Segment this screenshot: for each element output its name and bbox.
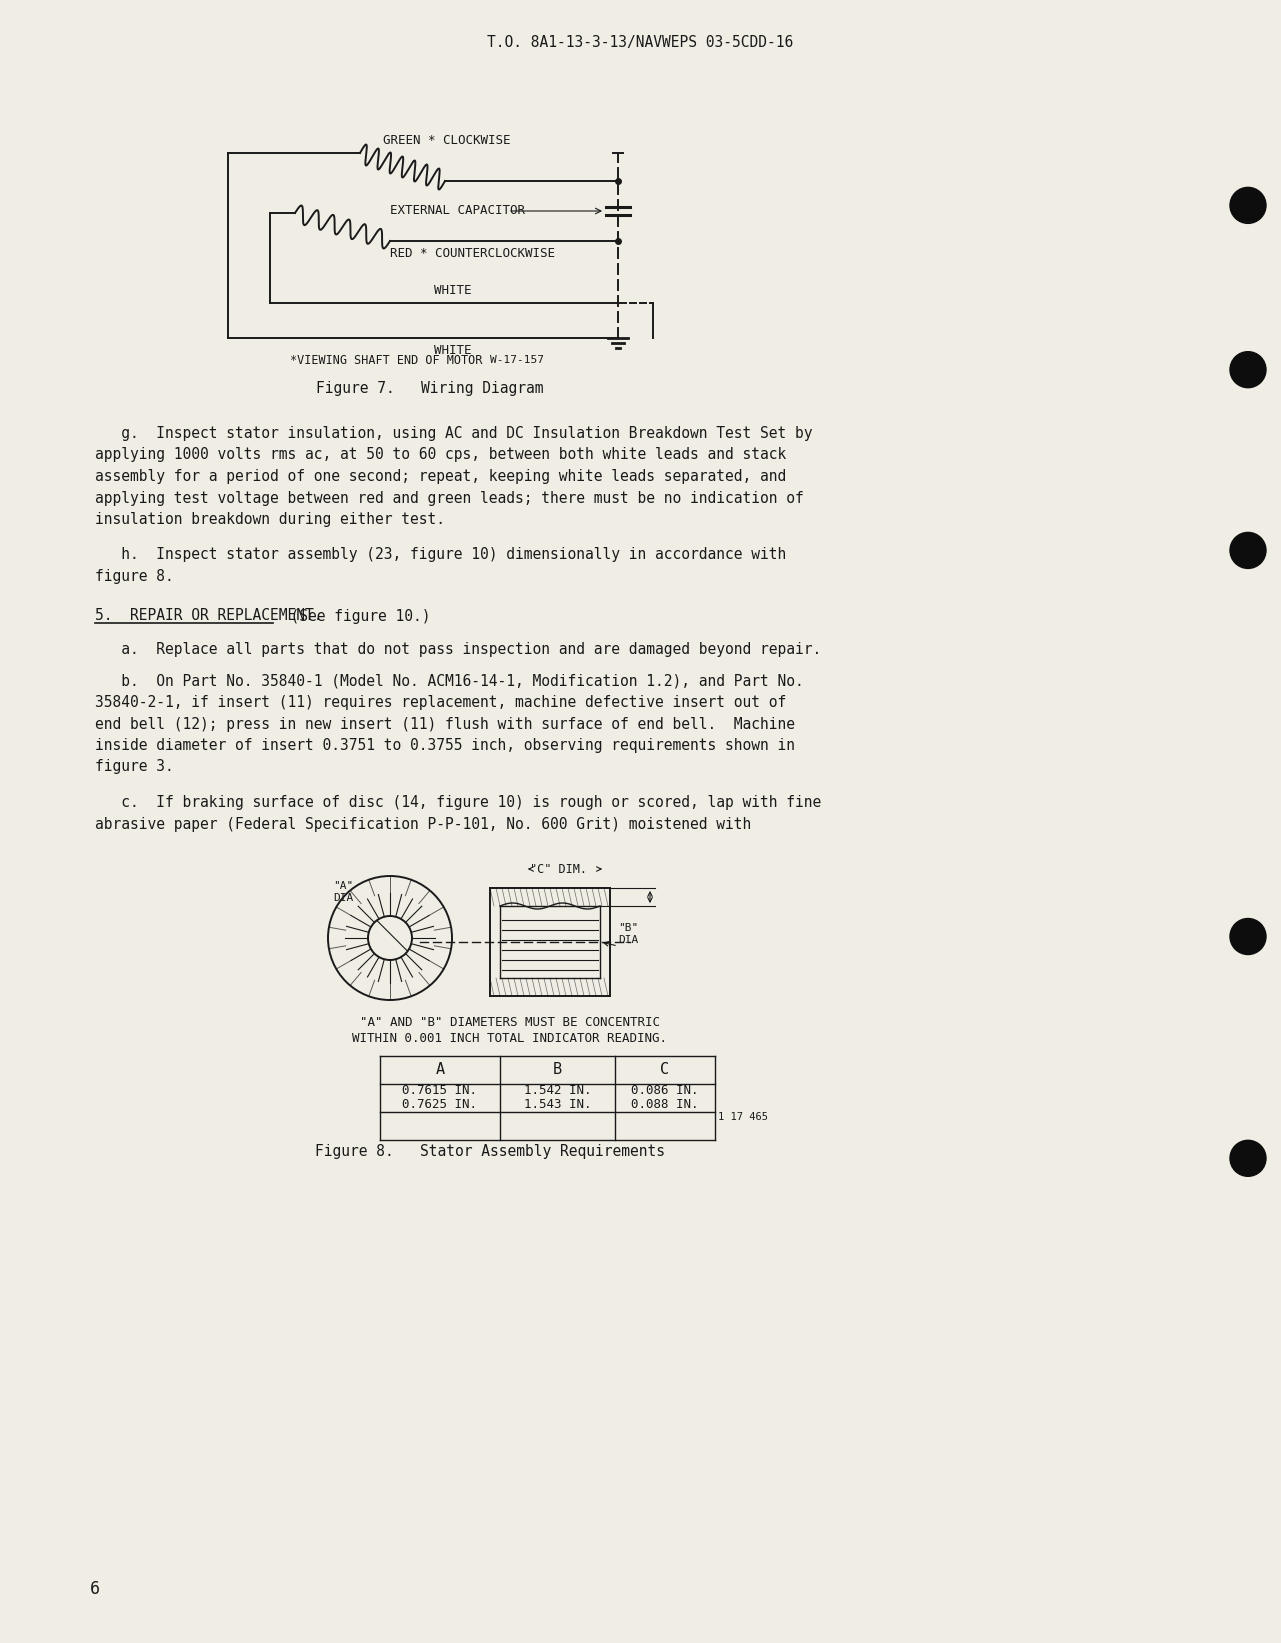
Text: 0.086 IN.: 0.086 IN. [632, 1084, 698, 1098]
Text: end bell (12); press in new insert (11) flush with surface of end bell.  Machine: end bell (12); press in new insert (11) … [95, 716, 796, 731]
Text: g.  Inspect stator insulation, using AC and DC Insulation Breakdown Test Set by: g. Inspect stator insulation, using AC a… [95, 426, 812, 440]
Circle shape [1230, 1140, 1266, 1176]
Text: assembly for a period of one second; repeat, keeping white leads separated, and: assembly for a period of one second; rep… [95, 468, 787, 485]
Text: figure 3.: figure 3. [95, 759, 174, 774]
Text: (See figure 10.): (See figure 10.) [273, 608, 430, 623]
Text: W-17-157: W-17-157 [491, 355, 544, 365]
Text: 5.  REPAIR OR REPLACEMENT.: 5. REPAIR OR REPLACEMENT. [95, 608, 323, 623]
Text: "B"
DIA: "B" DIA [617, 923, 638, 945]
Text: inside diameter of insert 0.3751 to 0.3755 inch, observing requirements shown in: inside diameter of insert 0.3751 to 0.37… [95, 738, 796, 752]
Circle shape [1230, 532, 1266, 568]
Text: "A" AND "B" DIAMETERS MUST BE CONCENTRIC: "A" AND "B" DIAMETERS MUST BE CONCENTRIC [360, 1015, 660, 1029]
Text: Figure 7.   Wiring Diagram: Figure 7. Wiring Diagram [316, 381, 543, 396]
Text: T.O. 8A1-13-3-13/NAVWEPS 03-5CDD-16: T.O. 8A1-13-3-13/NAVWEPS 03-5CDD-16 [487, 35, 793, 49]
Text: WHITE: WHITE [434, 284, 471, 297]
Text: C: C [661, 1063, 670, 1078]
Text: 0.088 IN.: 0.088 IN. [632, 1099, 698, 1112]
Text: RED * COUNTERCLOCKWISE: RED * COUNTERCLOCKWISE [389, 246, 555, 260]
Text: b.  On Part No. 35840-1 (Model No. ACM16-14-1, Modification 1.2), and Part No.: b. On Part No. 35840-1 (Model No. ACM16-… [95, 674, 803, 688]
Text: h.  Inspect stator assembly (23, figure 10) dimensionally in accordance with: h. Inspect stator assembly (23, figure 1… [95, 547, 787, 562]
Text: *VIEWING SHAFT END OF MOTOR: *VIEWING SHAFT END OF MOTOR [290, 353, 483, 366]
Text: "C" DIM.: "C" DIM. [530, 863, 587, 876]
Text: Figure 8.   Stator Assembly Requirements: Figure 8. Stator Assembly Requirements [315, 1144, 665, 1158]
Text: applying test voltage between red and green leads; there must be no indication o: applying test voltage between red and gr… [95, 491, 803, 506]
Text: WHITE: WHITE [434, 343, 471, 357]
Text: abrasive paper (Federal Specification P-P-101, No. 600 Grit) moistened with: abrasive paper (Federal Specification P-… [95, 817, 751, 831]
Text: insulation breakdown during either test.: insulation breakdown during either test. [95, 513, 445, 527]
Text: 1 17 465: 1 17 465 [717, 1112, 769, 1122]
Text: 1.542 IN.: 1.542 IN. [524, 1084, 592, 1098]
Text: 0.7615 IN.: 0.7615 IN. [402, 1084, 478, 1098]
Text: c.  If braking surface of disc (14, figure 10) is rough or scored, lap with fine: c. If braking surface of disc (14, figur… [95, 795, 821, 810]
Text: A: A [436, 1063, 445, 1078]
Text: WITHIN 0.001 INCH TOTAL INDICATOR READING.: WITHIN 0.001 INCH TOTAL INDICATOR READIN… [352, 1032, 667, 1045]
Text: GREEN * CLOCKWISE: GREEN * CLOCKWISE [383, 135, 511, 146]
Circle shape [1230, 918, 1266, 955]
Text: 1.543 IN.: 1.543 IN. [524, 1099, 592, 1112]
Text: EXTERNAL CAPACITOR: EXTERNAL CAPACITOR [389, 204, 525, 217]
Circle shape [1230, 187, 1266, 223]
Text: figure 8.: figure 8. [95, 568, 174, 583]
Circle shape [1230, 352, 1266, 388]
Text: 0.7625 IN.: 0.7625 IN. [402, 1099, 478, 1112]
Text: applying 1000 volts rms ac, at 50 to 60 cps, between both white leads and stack: applying 1000 volts rms ac, at 50 to 60 … [95, 447, 787, 462]
Text: a.  Replace all parts that do not pass inspection and are damaged beyond repair.: a. Replace all parts that do not pass in… [95, 642, 821, 657]
Text: 35840-2-1, if insert (11) requires replacement, machine defective insert out of: 35840-2-1, if insert (11) requires repla… [95, 695, 787, 710]
Text: B: B [553, 1063, 562, 1078]
Text: 6: 6 [90, 1581, 100, 1599]
Text: "A"
DIA: "A" DIA [333, 881, 354, 902]
